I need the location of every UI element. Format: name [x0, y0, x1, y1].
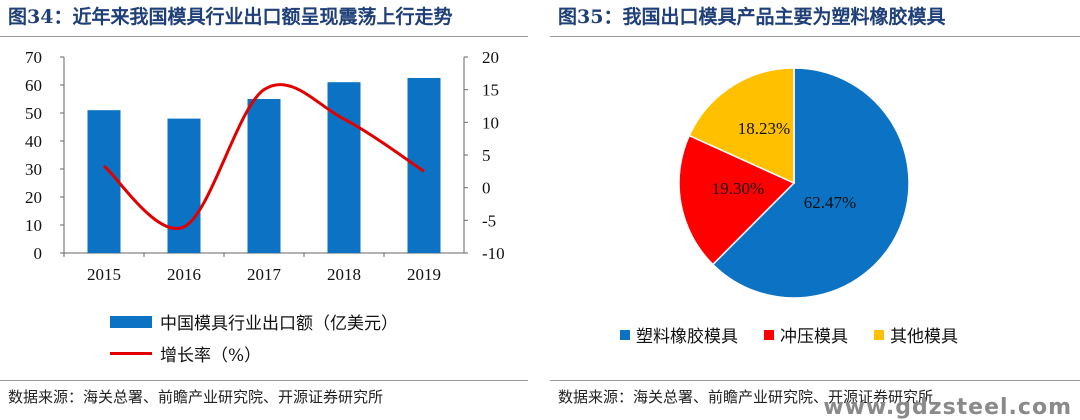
legend-line-entry: 增长率（%）	[110, 341, 261, 366]
bar-line-chart: 0 10 20 30 40 50 60 70 -10 -5 0 5 10 15 20 2015 2016 2017…	[25, 48, 505, 284]
pie-legend-swatch	[620, 329, 630, 340]
x-tick-label: 2016	[167, 265, 201, 284]
left-chart-title: 图34：近年来我国模具行业出口额呈现震荡上行走势	[8, 6, 453, 28]
right-title-divider	[550, 36, 1080, 37]
bar-mark	[247, 99, 281, 253]
bar-mark	[407, 78, 441, 253]
legend-line-swatch	[110, 352, 152, 355]
right-tick-label: -5	[482, 211, 496, 230]
left-source-note: 数据来源：海关总署、前瞻产业研究院、开源证券研究所	[8, 388, 384, 406]
pie-legend-label: 冲压模具	[780, 327, 848, 347]
legend-bar-entry: 中国模具行业出口额（亿美元）	[110, 309, 398, 334]
left-tick-label: 20	[25, 188, 42, 207]
pie-slice	[678, 134, 796, 266]
right-chart-title: 图35：我国出口模具产品主要为塑料橡胶模具	[558, 6, 946, 28]
bar-mark	[327, 82, 361, 253]
left-tick-label: 0	[34, 244, 43, 263]
pie-legend: 塑料橡胶模具 冲压模具 其他模具	[620, 322, 958, 347]
x-tick-label: 2017	[247, 265, 282, 284]
right-tick-label: 0	[482, 179, 491, 198]
right-tick-label: -10	[482, 244, 505, 263]
right-panel: 图35：我国出口模具产品主要为塑料橡胶模具 62.47% 19.30% 18.23%…	[550, 0, 1080, 420]
pie-slice-label: 62.47%	[804, 193, 856, 212]
legend-bar-swatch	[110, 315, 152, 328]
pie-slice-label: 18.23%	[738, 119, 790, 138]
pie-legend-label: 其他模具	[890, 327, 958, 347]
pie-legend-item: 塑料橡胶模具	[620, 322, 738, 347]
pie-slice	[688, 67, 795, 185]
left-title-divider	[0, 36, 528, 37]
right-source-divider	[550, 380, 1080, 381]
left-tick-label: 70	[25, 48, 42, 67]
legend-bar-label: 中国模具行业出口额（亿美元）	[160, 314, 398, 334]
x-tick-label: 2018	[327, 265, 361, 284]
x-tick-label: 2015	[87, 265, 121, 284]
pie-legend-swatch	[764, 329, 774, 340]
pie-legend-swatch	[874, 329, 884, 340]
pie-slice-label: 19.30%	[712, 179, 764, 198]
pie-legend-item: 其他模具	[874, 322, 958, 347]
legend-line-label: 增长率（%）	[160, 346, 262, 366]
bar-mark	[167, 118, 201, 253]
right-tick-label: 5	[482, 146, 491, 165]
x-tick-label: 2019	[407, 265, 441, 284]
pie-chart: 62.47% 19.30% 18.23%	[678, 67, 910, 299]
left-panel: 图34：近年来我国模具行业出口额呈现震荡上行走势 0 10 20 30 40 50 60 70…	[0, 0, 528, 420]
growth-rate-line	[103, 83, 425, 231]
left-tick-label: 50	[25, 104, 42, 123]
right-tick-label: 20	[482, 48, 499, 67]
left-tick-label: 60	[25, 76, 42, 95]
left-source-divider	[0, 380, 528, 381]
pie-legend-label: 塑料橡胶模具	[636, 327, 738, 347]
watermark: www.gdzsteel.com	[823, 395, 1072, 420]
bar-mark	[87, 110, 121, 253]
right-tick-label: 15	[482, 81, 499, 100]
right-tick-label: 10	[482, 113, 499, 132]
left-tick-label: 30	[25, 160, 42, 179]
pie-legend-item: 冲压模具	[764, 322, 848, 347]
left-tick-label: 10	[25, 216, 42, 235]
pie-slice	[711, 67, 910, 299]
left-tick-label: 40	[25, 132, 42, 151]
right-source-note: 数据来源：海关总署、前瞻产业研究院、开源证券研究所	[558, 388, 934, 406]
